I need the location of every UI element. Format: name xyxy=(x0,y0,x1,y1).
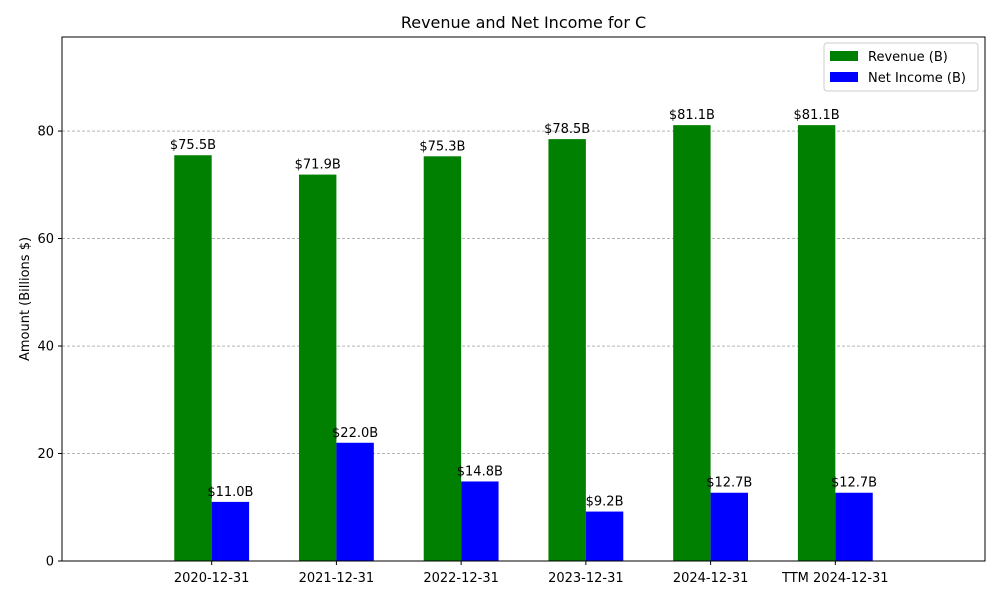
legend-label-net-income: Net Income (B) xyxy=(868,71,966,86)
revenue-data-label: $75.3B xyxy=(419,139,465,154)
data-labels: $75.5B $11.0B $71.9B $22.0B $75.3B $14.8B $78.… xyxy=(170,108,877,509)
net-income-bar xyxy=(710,492,749,561)
net-income-data-label: $12.7B xyxy=(831,476,877,491)
x-tick-label: 2020-12-31 xyxy=(174,571,250,586)
chart-title: Revenue and Net Income for C xyxy=(401,13,646,32)
net-income-bar xyxy=(461,481,499,561)
net-income-bar xyxy=(211,501,250,561)
legend: Revenue (B) Net Income (B) xyxy=(823,42,979,92)
gridlines xyxy=(62,130,985,454)
net-income-data-label: $9.2B xyxy=(586,495,624,510)
revenue-data-label: $81.1B xyxy=(669,108,715,123)
revenue-data-label: $71.9B xyxy=(295,158,341,173)
revenue-data-label: $75.5B xyxy=(170,138,216,153)
plot-frame xyxy=(61,36,986,562)
legend-label-revenue: Revenue (B) xyxy=(868,50,948,65)
x-tick-label: 2024-12-31 xyxy=(673,571,749,586)
revenue-bar xyxy=(797,125,836,561)
net-income-bar xyxy=(835,492,873,561)
net-income-data-label: $14.8B xyxy=(457,464,503,479)
x-tick-label: 2022-12-31 xyxy=(423,571,499,586)
revenue-bar xyxy=(298,174,337,561)
y-tick-label: 60 xyxy=(37,232,54,247)
y-tick-label: 20 xyxy=(37,447,54,462)
revenue-data-label: $81.1B xyxy=(794,108,840,123)
net-income-bar xyxy=(336,442,374,561)
net-income-bar xyxy=(585,511,624,561)
bars xyxy=(174,125,873,561)
legend-swatch-revenue xyxy=(830,51,858,61)
revenue-bar xyxy=(174,155,212,561)
y-tick-label: 80 xyxy=(37,125,54,140)
x-tick-label: 2023-12-31 xyxy=(548,571,624,586)
y-tick-label: 0 xyxy=(46,555,54,570)
revenue-bar xyxy=(423,156,462,561)
revenue-bar xyxy=(548,139,586,561)
net-income-data-label: $22.0B xyxy=(332,426,378,441)
y-tick-label: 40 xyxy=(37,340,54,355)
y-axis-label: Amount (Billions $) xyxy=(18,237,33,361)
x-tick-label: TTM 2024-12-31 xyxy=(781,571,889,586)
revenue-bar xyxy=(673,125,711,561)
x-tick-label: 2021-12-31 xyxy=(299,571,375,586)
legend-box xyxy=(823,42,979,92)
legend-swatch-net-income xyxy=(830,72,858,82)
net-income-data-label: $11.0B xyxy=(207,485,253,500)
net-income-data-label: $12.7B xyxy=(706,476,752,491)
revenue-data-label: $78.5B xyxy=(544,122,590,137)
axis-ticks: 0 20 40 60 80 2020-12-31 2021-12-31 2022-12-31 2… xyxy=(37,125,888,586)
